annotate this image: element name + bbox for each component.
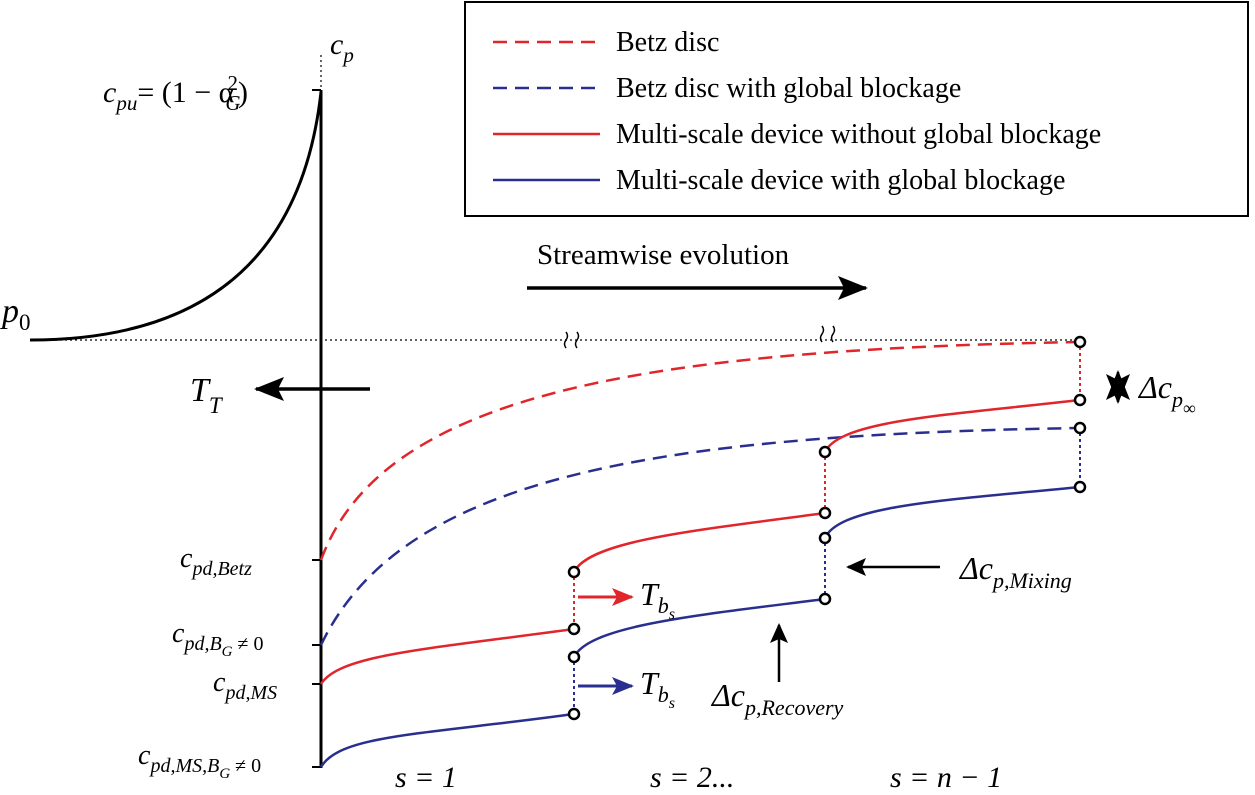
stage-nodes [567, 335, 1087, 721]
break-mark-2 [819, 325, 836, 343]
node [1073, 335, 1087, 349]
node [1073, 421, 1087, 435]
node [818, 445, 832, 459]
cp-axis-label: cp [330, 28, 354, 67]
node [1073, 393, 1087, 407]
ms-red-stage-2 [572, 511, 826, 573]
ms-blue-stage-2 [572, 597, 826, 658]
node [818, 506, 832, 520]
upstream-pressure-curve [29, 91, 323, 342]
node [567, 565, 581, 579]
cpd-ms-bg-label: cpd,MS,BG ≠ 0 [138, 740, 261, 782]
legend-label-ms-blockage: Multi-scale device with global blockage [616, 165, 1065, 196]
cpd-bg-label: cpd,BG ≠ 0 [172, 618, 263, 660]
ms-blue-stage-n [823, 485, 1081, 539]
tbs-blue-label: Tbs [640, 665, 675, 712]
betz-disc-curve [319, 340, 1081, 561]
ms-red-stage-1 [319, 627, 575, 685]
p0-label: p0 [0, 293, 31, 335]
cpd-betz-label: cpd,Betz [180, 543, 252, 580]
node [818, 592, 832, 606]
break-mark-1 [563, 331, 580, 349]
node [567, 707, 581, 721]
stage-label-n: s = n − 1 [890, 761, 1002, 794]
legend: Betz disc Betz disc with global blockage… [464, 1, 1249, 217]
legend-label-ms: Multi-scale device without global blocka… [616, 119, 1101, 150]
ms-blue-stage-1 [319, 712, 575, 768]
node [567, 650, 581, 664]
stage-label-1: s = 1 [395, 761, 457, 794]
betz-blockage-curve [319, 426, 1081, 646]
delta-cp-inf-label: Δcp∞ [1137, 369, 1196, 418]
cpu-label: cpu= (1 − αG2) [103, 71, 248, 115]
legend-label-betz: Betz disc [616, 27, 719, 58]
node [1073, 480, 1087, 494]
delta-cp-mixing-label: Δcp,Mixing [958, 550, 1072, 593]
node [818, 531, 832, 545]
node [567, 622, 581, 636]
cpd-ms-label: cpd,MS [213, 667, 277, 704]
ms-red-stage-n [823, 398, 1081, 453]
streamwise-label: Streamwise evolution [537, 239, 790, 271]
stage-label-2: s = 2... [650, 761, 734, 794]
legend-label-betz-blockage: Betz disc with global blockage [616, 73, 961, 104]
tbs-red-label: Tbs [640, 576, 675, 623]
thrust-label: TT [190, 372, 224, 418]
delta-cp-recovery-label: Δcp,Recovery [710, 677, 844, 720]
